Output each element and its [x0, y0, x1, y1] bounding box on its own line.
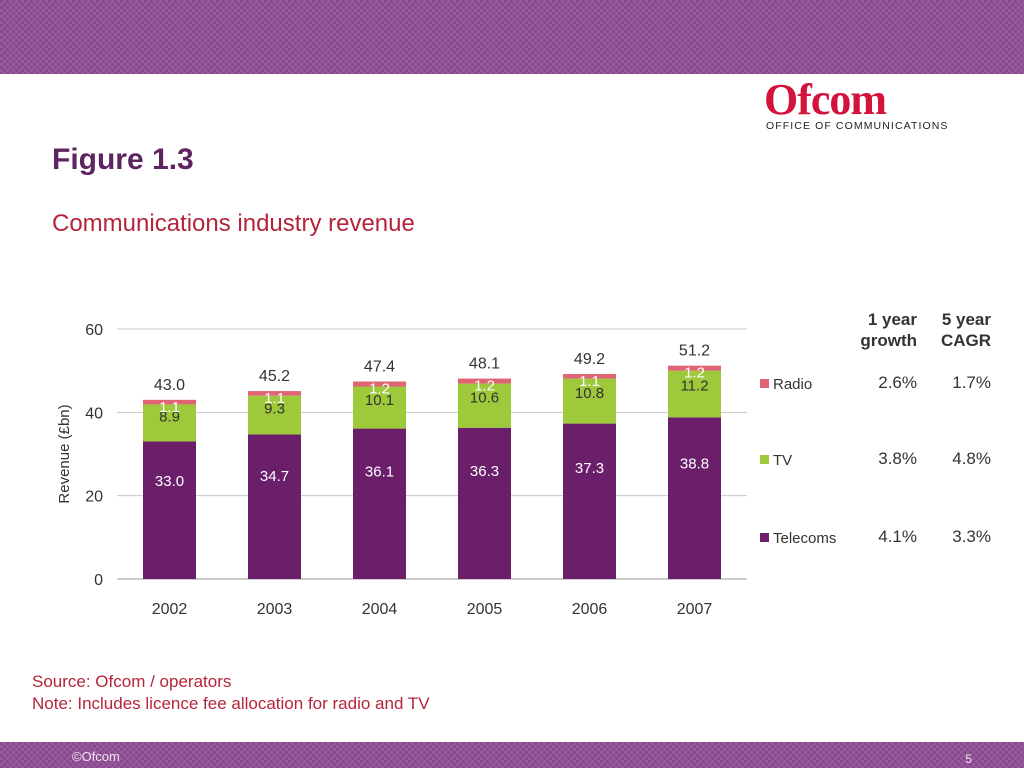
bar-tv-2004 — [353, 386, 406, 429]
data-label-telecoms: 37.3 — [575, 460, 604, 477]
x-tick-label: 2005 — [467, 601, 503, 618]
y-tick-label: 20 — [85, 489, 103, 506]
data-label-telecoms: 36.1 — [365, 464, 394, 481]
y-axis-label: Revenue (£bn) — [56, 404, 73, 503]
bar-tv-2006 — [563, 378, 616, 424]
data-label-radio: 1.2 — [684, 365, 705, 382]
stats-header-line1: 1 year — [868, 310, 918, 329]
licence-note: Note: Includes licence fee allocation fo… — [32, 694, 430, 713]
data-label-tv: 8.9 — [159, 409, 180, 426]
bar-radio-2007 — [668, 365, 721, 371]
copyright-text: ©Ofcom — [72, 749, 120, 764]
stat-5yr-radio: 1.7% — [952, 373, 991, 392]
stat-1yr-radio: 2.6% — [878, 373, 917, 392]
bar-radio-2003 — [248, 391, 301, 396]
total-label: 47.4 — [364, 359, 395, 376]
total-label: 49.2 — [574, 351, 605, 368]
legend-label-radio: Radio — [773, 376, 812, 393]
data-label-tv: 9.3 — [264, 400, 285, 417]
data-label-radio: 1.2 — [369, 381, 390, 398]
stats-header-line2: growth — [860, 331, 917, 350]
total-label: 51.2 — [679, 343, 710, 360]
data-label-telecoms: 33.0 — [155, 473, 184, 490]
data-label-tv: 10.1 — [365, 392, 394, 409]
stats-header-line1: 5 year — [942, 310, 992, 329]
bar-tv-2003 — [248, 395, 301, 435]
bar-radio-2006 — [563, 374, 616, 379]
bar-telecoms-2006 — [563, 423, 616, 579]
logo-wordmark: Ofcom — [764, 75, 887, 124]
stat-5yr-tv: 4.8% — [952, 449, 991, 468]
header-band — [0, 0, 1024, 74]
bar-tv-2002 — [143, 404, 196, 442]
chart-subtitle: Communications industry revenue — [52, 210, 415, 237]
stat-1yr-tv: 3.8% — [878, 449, 917, 468]
page-number: 5 — [965, 752, 972, 766]
figure-title: Figure 1.3 — [52, 143, 194, 176]
logo-tagline: OFFICE OF COMMUNICATIONS — [766, 120, 949, 132]
data-label-telecoms: 36.3 — [470, 463, 499, 480]
legend-swatch-tv — [760, 455, 769, 464]
bar-telecoms-2007 — [668, 417, 721, 579]
bar-tv-2005 — [458, 383, 511, 428]
bar-radio-2004 — [353, 381, 406, 387]
total-label: 48.1 — [469, 356, 500, 373]
y-tick-label: 0 — [94, 572, 103, 589]
bar-telecoms-2005 — [458, 427, 511, 579]
x-tick-label: 2004 — [362, 601, 398, 618]
legend-swatch-telecoms — [760, 533, 769, 542]
bar-radio-2005 — [458, 378, 511, 384]
bar-telecoms-2002 — [143, 441, 196, 579]
data-label-telecoms: 34.7 — [260, 468, 289, 485]
legend-swatch-radio — [760, 379, 769, 388]
ofcom-logo: Ofcom OFFICE OF COMMUNICATIONS — [760, 78, 978, 134]
x-tick-label: 2007 — [677, 601, 713, 618]
total-label: 43.0 — [154, 377, 185, 394]
legend-label-tv: TV — [773, 452, 792, 469]
footer-band — [0, 742, 1024, 768]
bar-radio-2002 — [143, 399, 196, 405]
data-label-tv: 10.8 — [575, 385, 604, 402]
y-tick-label: 40 — [85, 405, 103, 422]
data-label-radio: 1.2 — [474, 378, 495, 395]
y-tick-label: 60 — [85, 322, 103, 339]
data-label-radio: 1.1 — [159, 399, 180, 416]
stats-header-line2: CAGR — [941, 331, 991, 350]
data-label-radio: 1.1 — [264, 390, 285, 407]
stat-1yr-telecoms: 4.1% — [878, 527, 917, 546]
data-label-radio: 1.1 — [579, 373, 600, 390]
bar-telecoms-2003 — [248, 434, 301, 579]
data-label-tv: 11.2 — [680, 377, 708, 394]
x-tick-label: 2006 — [572, 601, 608, 618]
data-label-tv: 10.6 — [470, 390, 499, 407]
source-note: Source: Ofcom / operators — [32, 672, 232, 691]
legend-label-telecoms: Telecoms — [773, 530, 836, 547]
total-label: 45.2 — [259, 368, 290, 385]
x-tick-label: 2003 — [257, 601, 293, 618]
bar-tv-2007 — [668, 370, 721, 418]
stat-5yr-telecoms: 3.3% — [952, 527, 991, 546]
x-tick-label: 2002 — [152, 601, 188, 618]
data-label-telecoms: 38.8 — [680, 456, 709, 473]
bar-telecoms-2004 — [353, 428, 406, 579]
